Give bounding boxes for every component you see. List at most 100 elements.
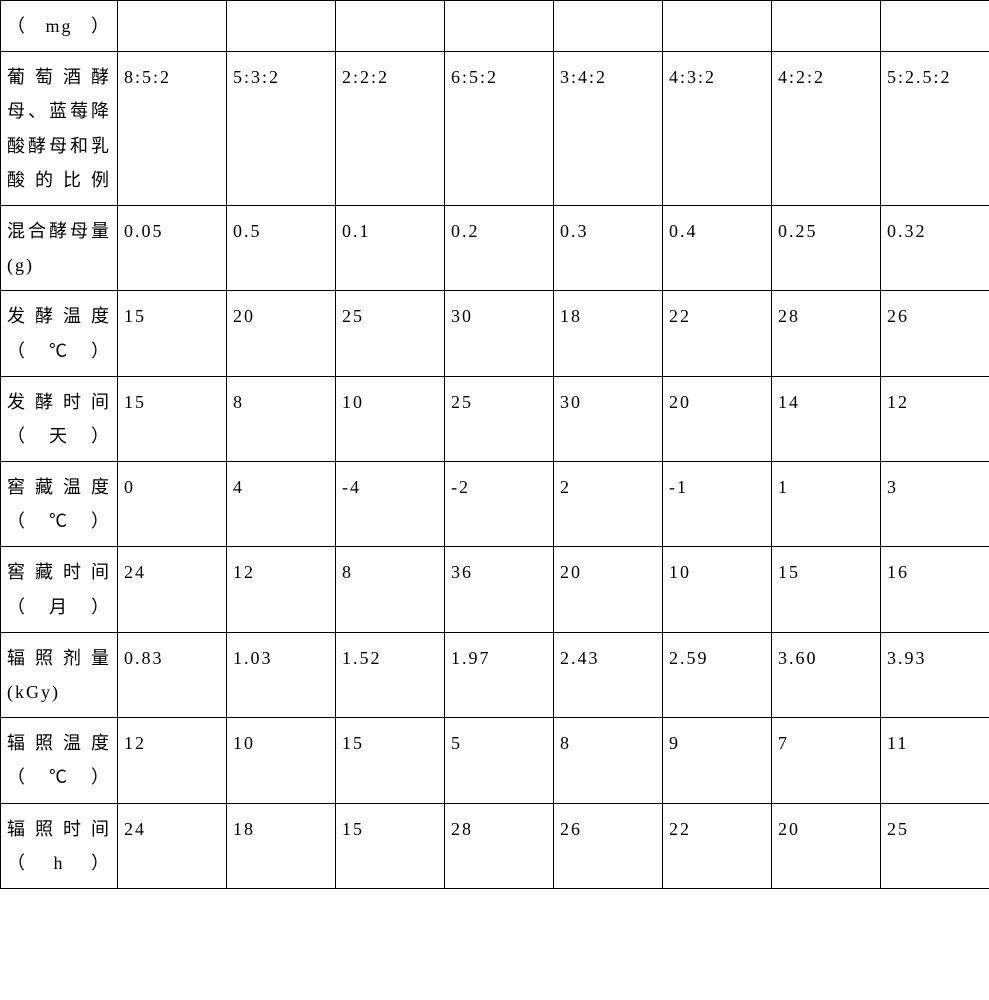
table-cell: 2 bbox=[554, 462, 663, 547]
table-cell: 15 bbox=[336, 803, 445, 888]
table-cell: 24 bbox=[118, 803, 227, 888]
table-cell: 0.25 bbox=[772, 205, 881, 290]
table-cell: 11 bbox=[881, 718, 989, 803]
table-cell: 22 bbox=[663, 803, 772, 888]
table-body: （mg） 葡萄酒酵母、蓝莓降酸酵母和乳酸的比例 8:5:2 5:3:2 2:2:… bbox=[1, 1, 989, 889]
table-cell: 10 bbox=[227, 718, 336, 803]
row-header: 辐照剂量(kGy) bbox=[1, 632, 118, 717]
row-header: 窖藏温度（℃） bbox=[1, 462, 118, 547]
table-cell bbox=[445, 1, 554, 52]
table-cell: 12 bbox=[118, 718, 227, 803]
table-cell: -1 bbox=[663, 462, 772, 547]
table-cell: 12 bbox=[881, 376, 989, 461]
table-cell: 2:2:2 bbox=[336, 52, 445, 206]
table-cell: 20 bbox=[227, 291, 336, 376]
table-cell: 22 bbox=[663, 291, 772, 376]
row-header: 混合酵母量(g) bbox=[1, 205, 118, 290]
table-cell: 4 bbox=[227, 462, 336, 547]
table-cell: 1.97 bbox=[445, 632, 554, 717]
table-cell: 0.4 bbox=[663, 205, 772, 290]
table-cell bbox=[554, 1, 663, 52]
table-cell bbox=[227, 1, 336, 52]
table-cell: 0.05 bbox=[118, 205, 227, 290]
table-cell: 3 bbox=[881, 462, 989, 547]
table-cell: 15 bbox=[118, 291, 227, 376]
table-cell: 12 bbox=[227, 547, 336, 632]
table-row: （mg） bbox=[1, 1, 989, 52]
table-cell: 0.5 bbox=[227, 205, 336, 290]
table-cell: 25 bbox=[445, 376, 554, 461]
table-cell: 8 bbox=[227, 376, 336, 461]
table-cell: 3.93 bbox=[881, 632, 989, 717]
table-cell: 28 bbox=[772, 291, 881, 376]
table-row: 混合酵母量(g) 0.05 0.5 0.1 0.2 0.3 0.4 0.25 0… bbox=[1, 205, 989, 290]
table-cell: 0.83 bbox=[118, 632, 227, 717]
table-cell: 0.3 bbox=[554, 205, 663, 290]
table-cell: 24 bbox=[118, 547, 227, 632]
table-cell: 16 bbox=[881, 547, 989, 632]
table-cell: 8:5:2 bbox=[118, 52, 227, 206]
row-header: 发酵温度（℃） bbox=[1, 291, 118, 376]
data-table: （mg） 葡萄酒酵母、蓝莓降酸酵母和乳酸的比例 8:5:2 5:3:2 2:2:… bbox=[0, 0, 989, 889]
table-row: 发酵温度（℃） 15 20 25 30 18 22 28 26 bbox=[1, 291, 989, 376]
table-cell: 0 bbox=[118, 462, 227, 547]
table-cell: 30 bbox=[554, 376, 663, 461]
table-row: 窖藏温度（℃） 0 4 -4 -2 2 -1 1 3 bbox=[1, 462, 989, 547]
table-cell bbox=[118, 1, 227, 52]
table-cell: 25 bbox=[881, 803, 989, 888]
table-cell: 10 bbox=[663, 547, 772, 632]
row-header: （mg） bbox=[1, 1, 118, 52]
table-cell bbox=[881, 1, 989, 52]
table-cell: 18 bbox=[227, 803, 336, 888]
table-cell: 25 bbox=[336, 291, 445, 376]
table-cell: 4:3:2 bbox=[663, 52, 772, 206]
table-cell: 2.59 bbox=[663, 632, 772, 717]
table-cell: 2.43 bbox=[554, 632, 663, 717]
table-row: 葡萄酒酵母、蓝莓降酸酵母和乳酸的比例 8:5:2 5:3:2 2:2:2 6:5… bbox=[1, 52, 989, 206]
table-cell: 20 bbox=[772, 803, 881, 888]
table-cell: 0.32 bbox=[881, 205, 989, 290]
table-cell: 4:2:2 bbox=[772, 52, 881, 206]
table-cell: 0.1 bbox=[336, 205, 445, 290]
table-cell: 15 bbox=[336, 718, 445, 803]
table-cell bbox=[772, 1, 881, 52]
table-row: 辐照剂量(kGy) 0.83 1.03 1.52 1.97 2.43 2.59 … bbox=[1, 632, 989, 717]
table-cell: 7 bbox=[772, 718, 881, 803]
table-cell: -2 bbox=[445, 462, 554, 547]
table-cell: 1 bbox=[772, 462, 881, 547]
table-cell: 18 bbox=[554, 291, 663, 376]
table-row: 发酵时间（天） 15 8 10 25 30 20 14 12 bbox=[1, 376, 989, 461]
table-cell: 6:5:2 bbox=[445, 52, 554, 206]
row-header: 葡萄酒酵母、蓝莓降酸酵母和乳酸的比例 bbox=[1, 52, 118, 206]
table-cell bbox=[336, 1, 445, 52]
table-cell: 5:2.5:2 bbox=[881, 52, 989, 206]
row-header: 发酵时间（天） bbox=[1, 376, 118, 461]
table-cell: 36 bbox=[445, 547, 554, 632]
table-cell: 1.52 bbox=[336, 632, 445, 717]
table-cell: 28 bbox=[445, 803, 554, 888]
table-cell: 15 bbox=[772, 547, 881, 632]
table-cell: 26 bbox=[881, 291, 989, 376]
table-row: 辐照温度（℃） 12 10 15 5 8 9 7 11 bbox=[1, 718, 989, 803]
table-row: 辐照时间（h） 24 18 15 28 26 22 20 25 bbox=[1, 803, 989, 888]
row-header: 辐照时间（h） bbox=[1, 803, 118, 888]
table-row: 窖藏时间（月） 24 12 8 36 20 10 15 16 bbox=[1, 547, 989, 632]
table-cell: 10 bbox=[336, 376, 445, 461]
table-cell bbox=[663, 1, 772, 52]
table-cell: 15 bbox=[118, 376, 227, 461]
table-cell: 30 bbox=[445, 291, 554, 376]
table-cell: 8 bbox=[336, 547, 445, 632]
row-header: 辐照温度（℃） bbox=[1, 718, 118, 803]
table-cell: 1.03 bbox=[227, 632, 336, 717]
table-cell: 5:3:2 bbox=[227, 52, 336, 206]
table-cell: 5 bbox=[445, 718, 554, 803]
table-cell: 14 bbox=[772, 376, 881, 461]
table-cell: 3.60 bbox=[772, 632, 881, 717]
table-cell: 0.2 bbox=[445, 205, 554, 290]
table-cell: 26 bbox=[554, 803, 663, 888]
table-cell: 20 bbox=[554, 547, 663, 632]
table-cell: -4 bbox=[336, 462, 445, 547]
table-cell: 9 bbox=[663, 718, 772, 803]
table-cell: 20 bbox=[663, 376, 772, 461]
table-cell: 8 bbox=[554, 718, 663, 803]
